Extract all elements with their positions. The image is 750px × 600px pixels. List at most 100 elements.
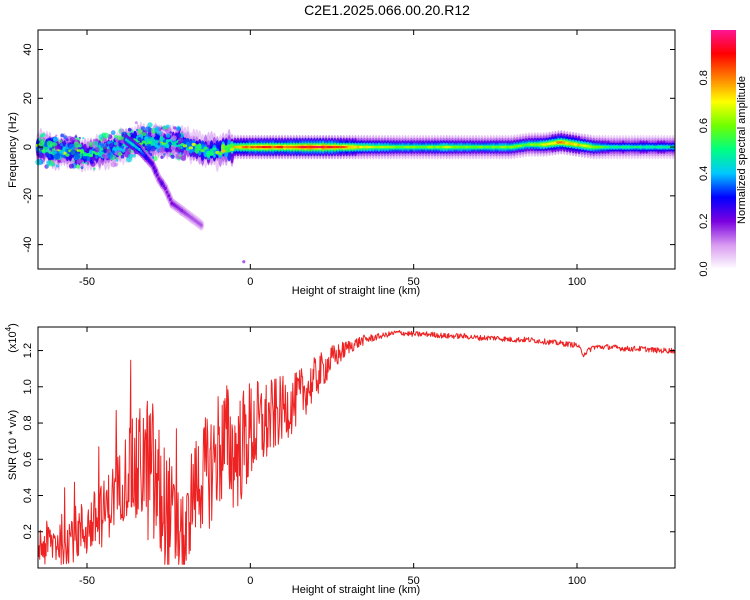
- heatmap-cell: [94, 152, 100, 156]
- heatmap-blob: [52, 149, 58, 155]
- snr-axis-ticks: 0.2 0.4 0.6 0.8 1.0 1.2: [22, 343, 675, 539]
- frequency-tick-label: 20: [22, 92, 34, 104]
- heatmap-branch-cell: [160, 182, 164, 186]
- heatmap-blob: [45, 152, 49, 156]
- heatmap-blob: [143, 137, 147, 140]
- heatmap-branch-cell: [157, 177, 161, 181]
- heatmap-blob: [81, 161, 85, 164]
- frequency-tick-label: -20: [22, 188, 34, 204]
- heatmap-cell: [79, 150, 85, 154]
- heatmap-blob: [65, 138, 69, 142]
- height-axis-label-top: Height of straight line (km): [292, 285, 420, 297]
- heatmap-blob: [179, 154, 182, 157]
- heatmap-blob: [38, 141, 45, 147]
- heatmap-blob: [45, 146, 48, 150]
- heatmap-blob: [47, 153, 54, 160]
- heatmap-branch-cell: [146, 157, 149, 161]
- height-tick-label: -50: [79, 575, 95, 587]
- heatmap-blob: [74, 135, 78, 138]
- heatmap-blob: [166, 151, 172, 157]
- heatmap-marks: [35, 121, 676, 264]
- heatmap-blob: [140, 126, 146, 131]
- heatmap-blob: [80, 166, 84, 170]
- height-tick-label: 0: [247, 575, 253, 587]
- heatmap-blob: [72, 159, 76, 163]
- heatmap-blob: [146, 138, 151, 143]
- heatmap-blob: [177, 140, 182, 145]
- heatmap-blob: [180, 155, 186, 161]
- heatmap-branch-cell: [147, 159, 151, 162]
- colorbar-ticks: 0.0 0.2 0.4 0.6 0.8: [698, 70, 710, 276]
- heatmap-blob: [89, 143, 92, 146]
- heatmap-blob: [107, 152, 113, 159]
- heatmap-branch-cell: [151, 162, 154, 166]
- heatmap-blob: [124, 148, 131, 155]
- heatmap-blob: [117, 151, 123, 157]
- heatmap-blob: [51, 146, 55, 149]
- heatmap-blob: [141, 132, 147, 137]
- heatmap-blob: [95, 156, 98, 159]
- heatmap-blob: [60, 150, 64, 155]
- frequency-tick-label: -40: [22, 237, 34, 253]
- heatmap-branch-cell: [152, 166, 156, 170]
- heatmap-blob: [68, 163, 74, 169]
- colorbar-tick-label: 0.0: [698, 261, 710, 276]
- heatmap-cell: [200, 149, 205, 153]
- heatmap-blob: [115, 146, 120, 150]
- heatmap-blob: [101, 154, 106, 158]
- colorbar-tick-label: 0.8: [698, 70, 710, 85]
- heatmap-branch-cell: [164, 187, 167, 190]
- heatmap-blob: [175, 153, 182, 160]
- heatmap-blob: [162, 125, 167, 130]
- figure-title: C2E1.2025.066.00.20.R12: [304, 2, 470, 18]
- heatmap-blob: [158, 140, 161, 144]
- colorbar-gradient: [711, 30, 736, 269]
- heatmap-branch-cell: [156, 173, 159, 177]
- height-tick-label: 100: [568, 276, 586, 288]
- heatmap-blob: [134, 121, 138, 125]
- heatmap-blob: [55, 134, 58, 137]
- heatmap-blob: [142, 143, 146, 147]
- heatmap-blob: [110, 130, 116, 136]
- heatmap-blob: [147, 126, 150, 129]
- heatmap-blob: [115, 159, 119, 162]
- heatmap-blob: [180, 146, 183, 150]
- heatmap-branch-cell: [169, 198, 172, 201]
- heatmap-blob: [165, 127, 168, 130]
- colorbar-tick-label: 0.4: [698, 166, 710, 181]
- heatmap-blob: [117, 135, 123, 141]
- heatmap-blob: [164, 147, 169, 152]
- heatmap-blob: [163, 143, 167, 147]
- heatmap-branch-cell: [162, 184, 165, 188]
- snr-series-line: [37, 330, 676, 565]
- heatmap-blob: [151, 133, 156, 138]
- heatmap-blob: [114, 134, 118, 139]
- heatmap-branch-dot: [242, 260, 246, 264]
- frequency-tick-label: 0: [22, 144, 34, 150]
- frequency-tick-label: 40: [22, 43, 34, 55]
- heatmap-blob: [162, 139, 167, 143]
- heatmap-cell: [224, 146, 229, 150]
- snr-tick-label: 1.2: [22, 343, 34, 358]
- heatmap-blob: [46, 140, 54, 147]
- frequency-axis-label: Frequency (Hz): [7, 112, 19, 188]
- height-tick-label: 50: [408, 575, 420, 587]
- heatmap-blob: [103, 132, 110, 139]
- heatmap-blob: [102, 138, 107, 143]
- heatmap-cell: [209, 152, 214, 156]
- heatmap-cell: [88, 153, 94, 158]
- height-axis-ticks-top: -50 0 50 100: [79, 30, 586, 288]
- heatmap-branch-cell: [165, 190, 169, 194]
- heatmap-blob: [150, 145, 156, 152]
- heatmap-blob: [99, 159, 104, 163]
- heatmap-blob: [154, 127, 159, 133]
- height-tick-label: -50: [79, 276, 95, 288]
- heatmap-blob: [46, 165, 49, 168]
- heatmap-blob: [52, 136, 59, 143]
- heatmap-blob: [121, 145, 125, 149]
- heatmap-branch-cell: [149, 160, 152, 164]
- snr-multiplier: (x104): [4, 323, 19, 353]
- heatmap-blob: [147, 122, 153, 128]
- heatmap-blob: [54, 145, 59, 150]
- heatmap-branch-cell: [143, 153, 146, 157]
